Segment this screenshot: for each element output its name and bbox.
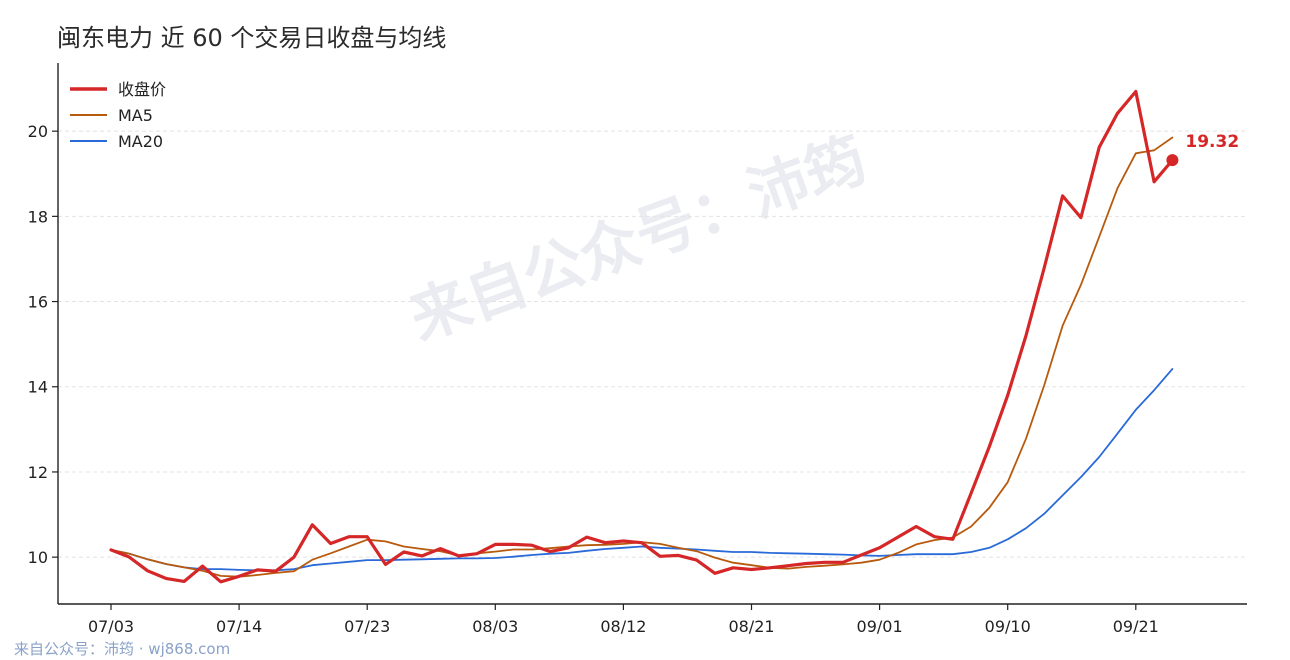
y-tick-label: 12: [28, 463, 48, 482]
y-tick-label: 10: [28, 548, 48, 567]
watermark-text: 来自公众号：沛筠: [401, 124, 876, 354]
series-line-close: [109, 89, 1175, 584]
last-close-label: 19.32: [1185, 132, 1239, 152]
grid-lines: [58, 130, 1247, 558]
chart-title: 闽东电力 近 60 个交易日收盘与均线: [57, 24, 447, 52]
x-tick-label: 07/23: [344, 617, 390, 636]
series-lines: [109, 89, 1175, 584]
legend-label-ma20: MA20: [118, 132, 163, 151]
series-line-ma20: [110, 367, 1174, 572]
last-close-point: [1166, 154, 1179, 167]
x-tick-label: 09/01: [857, 617, 903, 636]
y-tick-label: 14: [28, 378, 48, 397]
x-tick-label: 08/03: [472, 617, 518, 636]
legend: 收盘价 MA5 MA20: [70, 80, 166, 151]
footer-credit: 来自公众号：沛筠 · wj868.com: [14, 640, 231, 658]
last-value-marker: 19.32: [1166, 132, 1239, 167]
legend-label-ma5: MA5: [118, 106, 153, 125]
x-tick-label: 09/21: [1113, 617, 1159, 636]
axes: 10 12 14 16 18 20 07/03 07/14 07/23 08/03 08/12 08/…: [28, 63, 1247, 636]
x-tick-label: 08/12: [600, 617, 646, 636]
x-tick-label: 07/14: [216, 617, 262, 636]
y-tick-label: 16: [28, 293, 48, 312]
x-tick-label: 08/21: [728, 617, 774, 636]
legend-label-close: 收盘价: [118, 80, 166, 99]
x-tick-label: 07/03: [88, 617, 134, 636]
x-tick-label: 09/10: [985, 617, 1031, 636]
y-tick-label: 18: [28, 207, 48, 226]
y-tick-label: 20: [28, 122, 48, 141]
